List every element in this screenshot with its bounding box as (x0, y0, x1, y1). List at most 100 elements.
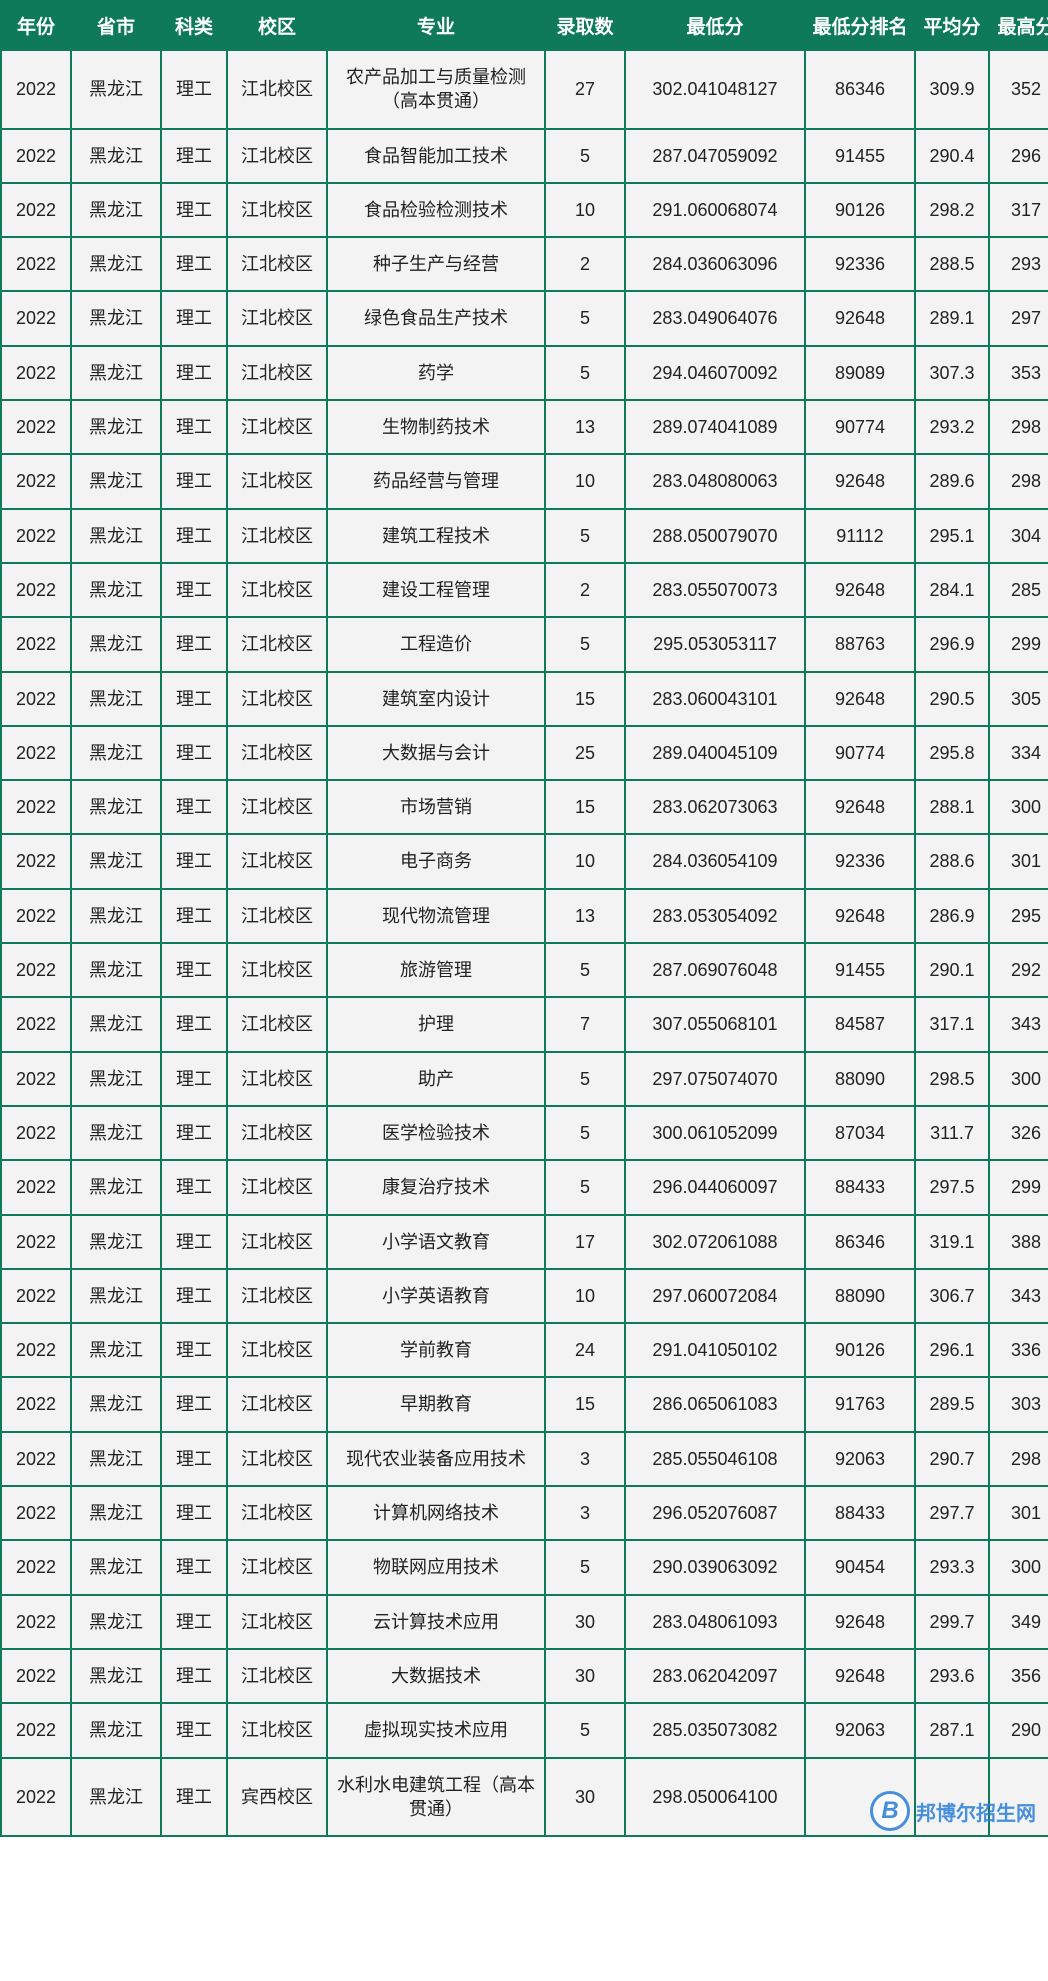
table-row: 2022黑龙江理工江北校区大数据与会计25289.040045109907742… (1, 726, 1048, 780)
cell: 学前教育 (327, 1323, 545, 1377)
cell: 2022 (1, 1052, 71, 1106)
col-header-8: 平均分 (915, 1, 989, 50)
cell: 295 (989, 889, 1048, 943)
cell: 301 (989, 834, 1048, 888)
cell: 黑龙江 (71, 1215, 161, 1269)
cell: 江北校区 (227, 563, 327, 617)
cell: 2022 (1, 1649, 71, 1703)
cell: 299 (989, 1160, 1048, 1214)
cell: 10 (545, 454, 625, 508)
cell: 水利水电建筑工程（高本贯通） (327, 1758, 545, 1837)
cell: 90454 (805, 1540, 915, 1594)
cell: 283.049064076 (625, 291, 805, 345)
cell: 300 (989, 780, 1048, 834)
cell: 295.053053117 (625, 617, 805, 671)
cell: 307.055068101 (625, 997, 805, 1051)
col-header-4: 专业 (327, 1, 545, 50)
cell: 300 (989, 1540, 1048, 1594)
cell: 2022 (1, 291, 71, 345)
cell: 290.5 (915, 672, 989, 726)
cell: 2022 (1, 563, 71, 617)
cell: 298.050064100 (625, 1758, 805, 1837)
cell: 86346 (805, 1215, 915, 1269)
cell: 黑龙江 (71, 889, 161, 943)
cell: 300.061052099 (625, 1106, 805, 1160)
cell: 江北校区 (227, 1432, 327, 1486)
cell: 84587 (805, 997, 915, 1051)
cell: 江北校区 (227, 1323, 327, 1377)
cell: 市场营销 (327, 780, 545, 834)
cell: 黑龙江 (71, 1486, 161, 1540)
cell: 黑龙江 (71, 454, 161, 508)
cell: 宾西校区 (227, 1758, 327, 1837)
cell: 285.035073082 (625, 1703, 805, 1757)
cell: 2022 (1, 889, 71, 943)
cell: 大数据与会计 (327, 726, 545, 780)
cell: 293.2 (915, 400, 989, 454)
cell: 2022 (1, 1106, 71, 1160)
cell: 90126 (805, 1323, 915, 1377)
cell: 7 (545, 997, 625, 1051)
cell: 30 (545, 1649, 625, 1703)
cell: 5 (545, 617, 625, 671)
cell: 17 (545, 1215, 625, 1269)
cell: 理工 (161, 889, 227, 943)
cell: 297.7 (915, 1486, 989, 1540)
cell: 287.047059092 (625, 129, 805, 183)
table-row: 2022黑龙江理工江北校区早期教育15286.06506108391763289… (1, 1377, 1048, 1431)
cell: 92648 (805, 1595, 915, 1649)
cell: 江北校区 (227, 346, 327, 400)
table-row: 2022黑龙江理工江北校区康复治疗技术5296.0440600978843329… (1, 1160, 1048, 1214)
cell: 297 (989, 291, 1048, 345)
cell: 2022 (1, 1758, 71, 1837)
cell: 298 (989, 400, 1048, 454)
cell: 30 (545, 1758, 625, 1837)
cell: 黑龙江 (71, 672, 161, 726)
table-row: 2022黑龙江理工江北校区工程造价5295.05305311788763296.… (1, 617, 1048, 671)
col-header-9: 最高分 (989, 1, 1048, 50)
cell: 305 (989, 672, 1048, 726)
cell: 13 (545, 889, 625, 943)
cell: 2 (545, 563, 625, 617)
cell: 2022 (1, 672, 71, 726)
cell: 15 (545, 780, 625, 834)
cell: 理工 (161, 1758, 227, 1837)
cell: 92648 (805, 563, 915, 617)
cell: 2022 (1, 617, 71, 671)
cell: 5 (545, 1703, 625, 1757)
cell: 287.069076048 (625, 943, 805, 997)
cell: 黑龙江 (71, 943, 161, 997)
cell: 理工 (161, 1269, 227, 1323)
cell: 理工 (161, 563, 227, 617)
cell: 286.9 (915, 889, 989, 943)
cell: 江北校区 (227, 834, 327, 888)
table-row: 2022黑龙江理工江北校区大数据技术30283.0620420979264829… (1, 1649, 1048, 1703)
cell: 黑龙江 (71, 1649, 161, 1703)
cell: 理工 (161, 1432, 227, 1486)
cell: 理工 (161, 183, 227, 237)
cell: 5 (545, 1160, 625, 1214)
cell: 江北校区 (227, 1377, 327, 1431)
table-row: 2022黑龙江理工江北校区小学语文教育17302.072061088863463… (1, 1215, 1048, 1269)
cell: 10 (545, 1269, 625, 1323)
cell: 291.060068074 (625, 183, 805, 237)
cell: 理工 (161, 997, 227, 1051)
cell: 黑龙江 (71, 129, 161, 183)
cell: 黑龙江 (71, 1432, 161, 1486)
cell: 江北校区 (227, 997, 327, 1051)
cell: 大数据技术 (327, 1649, 545, 1703)
cell: 352 (989, 50, 1048, 129)
cell: 5 (545, 1540, 625, 1594)
cell: 291.041050102 (625, 1323, 805, 1377)
cell: 288.050079070 (625, 509, 805, 563)
cell: 黑龙江 (71, 563, 161, 617)
cell: 助产 (327, 1052, 545, 1106)
cell: 理工 (161, 50, 227, 129)
table-row: 2022黑龙江理工江北校区建设工程管理2283.0550700739264828… (1, 563, 1048, 617)
cell: 理工 (161, 346, 227, 400)
cell: 296.044060097 (625, 1160, 805, 1214)
table-row: 2022黑龙江理工江北校区医学检验技术5300.0610520998703431… (1, 1106, 1048, 1160)
cell: 江北校区 (227, 129, 327, 183)
cell: 医学检验技术 (327, 1106, 545, 1160)
cell: 2022 (1, 400, 71, 454)
